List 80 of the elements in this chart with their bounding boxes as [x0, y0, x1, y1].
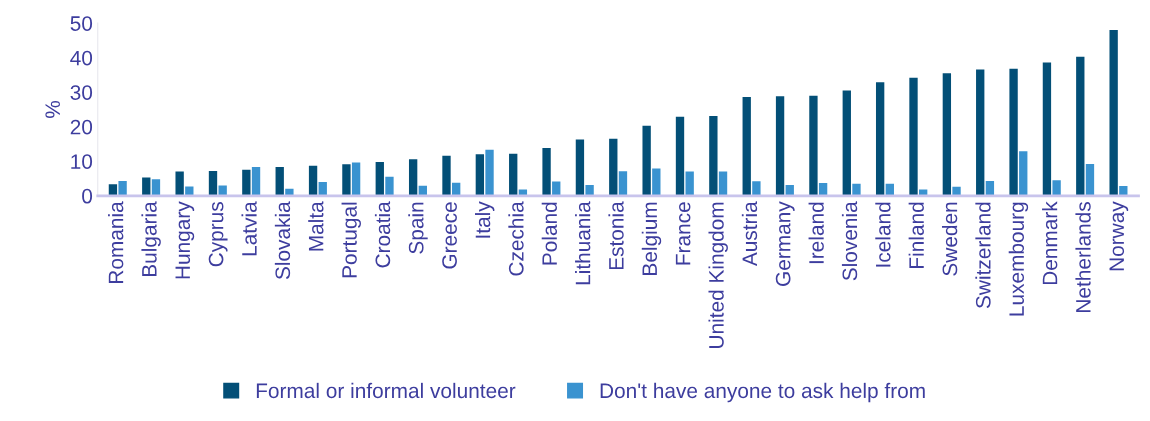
bar: [375, 161, 384, 196]
legend-label: Formal or informal volunteer: [256, 382, 516, 399]
bar: [575, 139, 585, 196]
bar: [942, 73, 952, 196]
x-tick-label: Norway: [1109, 201, 1129, 271]
x-tick-label: Slovakia: [274, 201, 291, 280]
bar: [618, 171, 628, 196]
y-tick-label: 30: [70, 85, 93, 100]
x-tick-label: Slovenia: [841, 201, 858, 281]
bar: [642, 125, 651, 196]
bar: [652, 168, 661, 196]
x-tick-label: Bulgaria: [141, 201, 161, 277]
x-tick-label: Latvia: [241, 201, 257, 256]
bar: [1085, 164, 1095, 196]
legend-label: Don't have anyone to ask help from: [600, 382, 925, 403]
y-axis-title: %: [45, 100, 60, 118]
bar: [542, 148, 551, 196]
x-tick-label: Lithuania: [575, 201, 591, 285]
bar: [1109, 30, 1118, 196]
x-tick-label: Malta: [308, 201, 324, 251]
bar: [1052, 180, 1061, 196]
x-tick-label: France: [675, 202, 691, 265]
bar: [675, 116, 685, 196]
bar: [275, 167, 284, 196]
x-tick-label: Poland: [541, 202, 557, 265]
bar: [1019, 151, 1028, 196]
x-tick-label: Belgium: [641, 202, 662, 275]
bar: [909, 77, 918, 196]
bar: [385, 176, 394, 196]
x-tick-label: Croatia: [374, 201, 391, 268]
y-tick-label: 50: [70, 16, 93, 31]
bar: [752, 181, 761, 196]
bar: [875, 82, 885, 196]
bar: [742, 97, 751, 196]
bar: [342, 164, 351, 196]
x-tick-label: Greece: [442, 202, 457, 269]
bar: [709, 116, 718, 196]
bar: [775, 96, 785, 196]
x-tick-label: Estonia: [608, 201, 624, 270]
bar: [809, 95, 818, 196]
bar: [585, 185, 594, 196]
x-tick-label: Sweden: [941, 202, 958, 276]
y-tick-label: 0: [82, 188, 93, 204]
bar: [976, 69, 985, 196]
x-tick-label: Romania: [108, 201, 124, 283]
x-tick-label: Cyprus: [208, 202, 228, 267]
bar: [242, 169, 251, 196]
y-tick-label: 20: [70, 119, 93, 135]
x-tick-label: Luxembourg: [1008, 202, 1029, 316]
x-tick-label: Denmark: [1042, 201, 1058, 285]
x-tick-label: Czechia: [508, 201, 524, 276]
bar: [475, 154, 485, 196]
x-tick-label: Iceland: [875, 202, 891, 267]
x-tick-label: Italy: [474, 201, 495, 238]
y-tick-label: 40: [70, 50, 93, 66]
x-tick-label: Austria: [741, 201, 758, 267]
bar: [509, 153, 518, 196]
x-tick-label: Ireland: [808, 202, 824, 264]
bar: [251, 167, 261, 196]
x-tick-label: Spain: [408, 202, 428, 254]
x-tick-label: Finland: [908, 202, 924, 268]
bar: [1076, 56, 1085, 196]
x-tick-label: Hungary: [175, 201, 195, 279]
bar: [351, 162, 361, 196]
x-tick-label: Netherlands: [1075, 202, 1091, 312]
x-tick-label: Switzerland: [975, 202, 991, 309]
x-tick-label: Portugal: [341, 202, 361, 278]
bar: [118, 180, 127, 196]
bar: [308, 165, 318, 196]
bar: [1042, 62, 1052, 196]
y-tick-label: 10: [71, 154, 93, 169]
bar: [442, 155, 451, 196]
bar: [485, 149, 494, 196]
bar: [408, 159, 418, 196]
bar: [842, 90, 851, 196]
x-tick-label: Germany: [775, 201, 795, 286]
bar: [609, 138, 618, 196]
bar: [175, 171, 184, 196]
bar: [1009, 68, 1018, 196]
x-tick-label: United Kingdom: [708, 202, 728, 348]
